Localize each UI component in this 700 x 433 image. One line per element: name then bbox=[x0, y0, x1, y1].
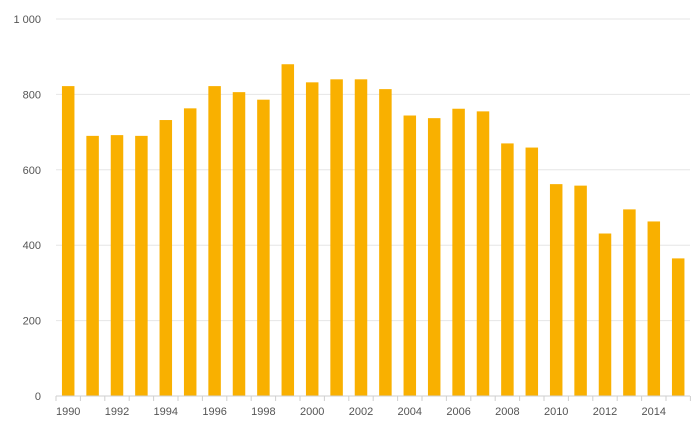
bar-1990 bbox=[61, 86, 75, 397]
x-tick-label: 2002 bbox=[349, 406, 373, 418]
x-tick-label: 1990 bbox=[56, 406, 80, 418]
x-tick-label: 1992 bbox=[105, 406, 129, 418]
x-axis-tick-labels: 1990 1992 1994 1996 1998 2000 2002 2004 2006 2008… bbox=[56, 406, 666, 418]
y-tick-label: 400 bbox=[23, 240, 41, 252]
bar-2006 bbox=[452, 108, 465, 396]
x-tick-label: 2006 bbox=[446, 406, 470, 418]
y-tick-label: 0 bbox=[35, 391, 41, 403]
gridlines bbox=[56, 18, 690, 322]
y-tick-label: 200 bbox=[23, 316, 41, 328]
bar-1994 bbox=[159, 120, 173, 396]
bar-2011 bbox=[574, 185, 587, 396]
bar-1992 bbox=[110, 135, 124, 396]
y-tick-label: 600 bbox=[23, 165, 41, 177]
bar-2001 bbox=[330, 79, 343, 396]
bar-2005 bbox=[427, 118, 441, 397]
y-tick-label: 800 bbox=[23, 89, 41, 101]
bar-2004 bbox=[403, 115, 417, 396]
bar-2014 bbox=[647, 221, 661, 396]
bar-2013 bbox=[623, 209, 636, 396]
x-tick-label: 1998 bbox=[251, 406, 275, 418]
bar-1998 bbox=[257, 99, 270, 397]
bar-2012 bbox=[598, 233, 612, 396]
x-tick-label: 2004 bbox=[398, 406, 422, 418]
x-tick-label: 2012 bbox=[593, 406, 617, 418]
y-axis-tick-labels: 0 200 400 600 800 1 000 bbox=[13, 14, 41, 403]
bar-1996 bbox=[208, 86, 221, 397]
bar-2010 bbox=[549, 184, 563, 396]
bar-2007 bbox=[476, 111, 490, 397]
bar-1993 bbox=[135, 135, 148, 396]
bar-2000 bbox=[305, 82, 319, 396]
bar-1999 bbox=[281, 64, 295, 397]
bar-2009 bbox=[525, 147, 539, 396]
bar-1997 bbox=[232, 92, 246, 396]
x-tick-label: 2010 bbox=[544, 406, 568, 418]
bar-1995 bbox=[183, 108, 197, 396]
x-axis bbox=[55, 395, 691, 401]
x-tick-label: 1994 bbox=[154, 406, 178, 418]
x-tick-label: 2014 bbox=[642, 406, 666, 418]
x-tick-label: 2008 bbox=[495, 406, 519, 418]
x-tick-label: 1996 bbox=[202, 406, 226, 418]
bar-2003 bbox=[379, 89, 392, 397]
bar-2002 bbox=[354, 79, 368, 396]
bar-1991 bbox=[86, 135, 99, 396]
bar-2015 bbox=[671, 258, 685, 396]
bar-2008 bbox=[501, 143, 514, 396]
y-tick-label: 1 000 bbox=[13, 14, 41, 26]
x-tick-label: 2000 bbox=[300, 406, 324, 418]
bars bbox=[61, 64, 685, 397]
